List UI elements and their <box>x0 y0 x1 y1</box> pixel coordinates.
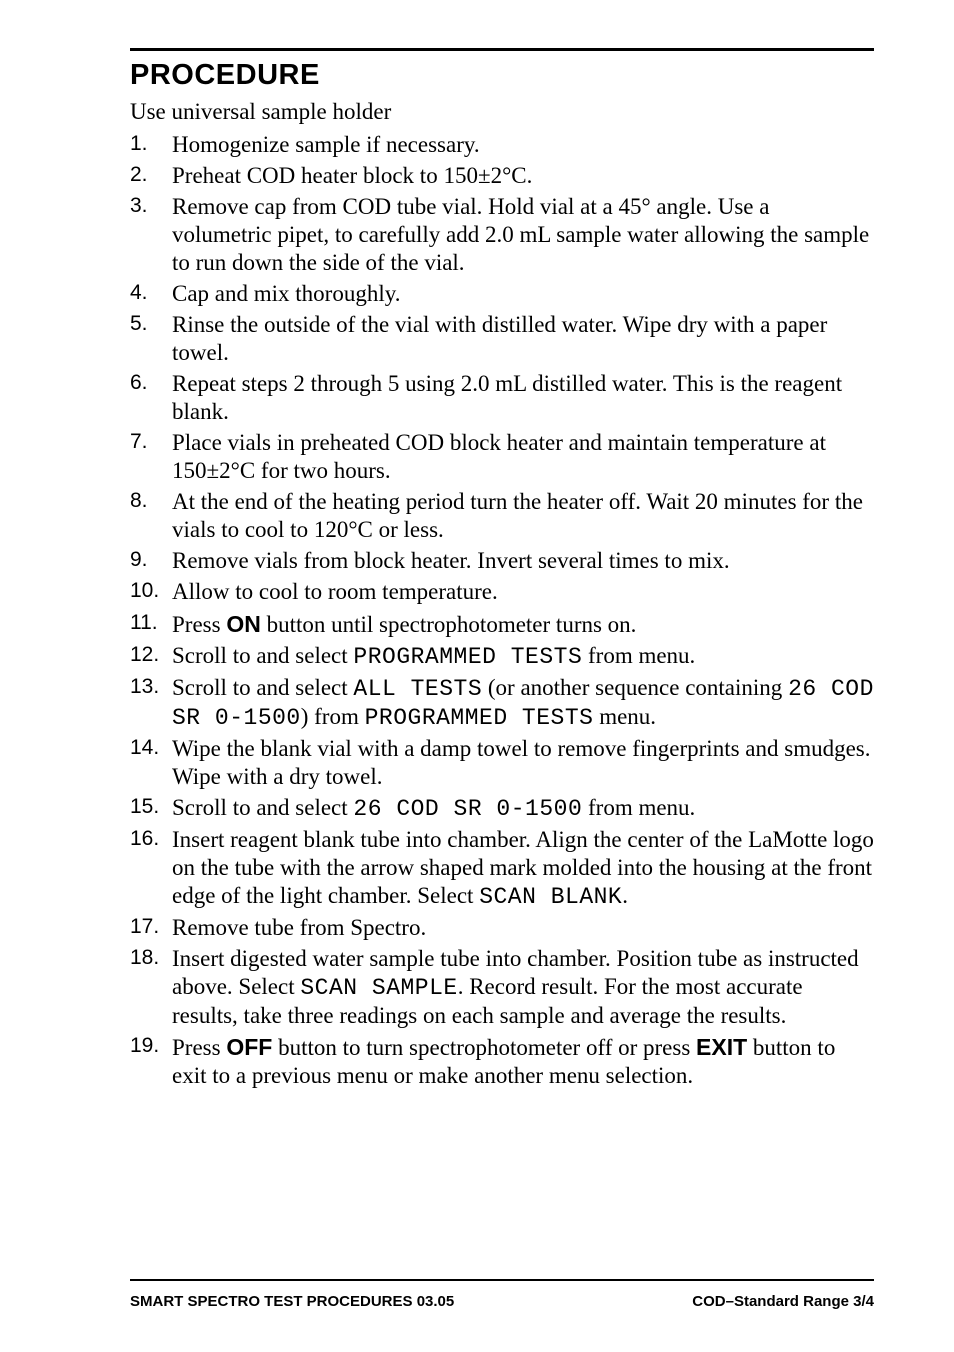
step-text: Remove vials from block heater. Invert s… <box>172 548 730 573</box>
step-number: 9. <box>130 547 148 573</box>
step-number: 2. <box>130 162 148 188</box>
step-text: Wipe the blank vial with a damp towel to… <box>172 736 871 789</box>
step-text: Preheat COD heater block to 150±2°C. <box>172 163 532 188</box>
step-text: Remove cap from COD tube vial. Hold vial… <box>172 194 869 275</box>
step-item: 3. Remove cap from COD tube vial. Hold vi… <box>130 193 874 277</box>
step-text: Remove tube from Spectro. <box>172 915 426 940</box>
step-item: 9. Remove vials from block heater. Invert… <box>130 547 874 575</box>
intro-text: Use universal sample holder <box>130 98 874 127</box>
step-text: Homogenize sample if necessary. <box>172 132 480 157</box>
step-text: Scroll to and select ALL TESTS (or anoth… <box>172 675 874 729</box>
footer-rule <box>130 1279 874 1281</box>
step-number: 3. <box>130 193 148 219</box>
step-number: 7. <box>130 429 148 455</box>
step-number: 16. <box>130 826 159 852</box>
step-number: 8. <box>130 488 148 514</box>
footer-row: SMART SPECTRO TEST PROCEDURES 03.05 COD–… <box>130 1293 874 1310</box>
step-number: 15. <box>130 794 159 820</box>
page-footer: SMART SPECTRO TEST PROCEDURES 03.05 COD–… <box>130 1279 874 1310</box>
step-text: Allow to cool to room temperature. <box>172 579 498 604</box>
step-number: 17. <box>130 914 159 940</box>
step-number: 18. <box>130 945 159 971</box>
step-text: At the end of the heating period turn th… <box>172 489 863 542</box>
page: PROCEDURE Use universal sample holder 1.… <box>0 0 954 1352</box>
step-item: 16. Insert reagent blank tube into chambe… <box>130 826 874 911</box>
step-item: 19. Press OFF button to turn spectrophoto… <box>130 1033 874 1090</box>
procedure-steps: 1. Homogenize sample if necessary. 2. Prehe… <box>130 131 874 1091</box>
step-text: Cap and mix thoroughly. <box>172 281 400 306</box>
step-number: 14. <box>130 735 159 761</box>
step-item: 7. Place vials in preheated COD block hea… <box>130 429 874 485</box>
step-item: 4. Cap and mix thoroughly. <box>130 280 874 308</box>
step-item: 11. Press ON button until spectrophotomet… <box>130 610 874 639</box>
step-number: 1. <box>130 131 148 157</box>
step-item: 17. Remove tube from Spectro. <box>130 914 874 942</box>
step-item: 8. At the end of the heating period turn … <box>130 488 874 544</box>
step-number: 12. <box>130 642 159 668</box>
step-item: 14. Wipe the blank vial with a damp towel… <box>130 735 874 791</box>
step-text: Place vials in preheated COD block heate… <box>172 430 826 483</box>
step-item: 2. Preheat COD heater block to 150±2°C. <box>130 162 874 190</box>
step-item: 10. Allow to cool to room temperature. <box>130 578 874 606</box>
step-text: Scroll to and select PROGRAMMED TESTS fr… <box>172 643 695 668</box>
step-number: 19. <box>130 1033 159 1059</box>
procedure-heading: PROCEDURE <box>130 59 874 92</box>
step-item: 15. Scroll to and select 26 COD SR 0-1500… <box>130 794 874 823</box>
step-text: Scroll to and select 26 COD SR 0-1500 fr… <box>172 795 695 820</box>
step-text: Insert digested water sample tube into c… <box>172 946 859 1028</box>
step-text: Press ON button until spectrophotometer … <box>172 612 636 637</box>
step-text: Repeat steps 2 through 5 using 2.0 mL di… <box>172 371 842 424</box>
step-number: 10. <box>130 578 159 604</box>
step-number: 5. <box>130 311 148 337</box>
step-item: 6. Repeat steps 2 through 5 using 2.0 mL … <box>130 370 874 426</box>
step-number: 6. <box>130 370 148 396</box>
step-item: 13. Scroll to and select ALL TESTS (or an… <box>130 674 874 732</box>
step-item: 12. Scroll to and select PROGRAMMED TESTS… <box>130 642 874 671</box>
step-text: Insert reagent blank tube into chamber. … <box>172 827 874 908</box>
step-item: 5. Rinse the outside of the vial with dis… <box>130 311 874 367</box>
step-text: Rinse the outside of the vial with disti… <box>172 312 827 365</box>
step-number: 4. <box>130 280 148 306</box>
step-item: 18. Insert digested water sample tube int… <box>130 945 874 1030</box>
step-item: 1. Homogenize sample if necessary. <box>130 131 874 159</box>
top-rule <box>130 48 874 51</box>
step-text: Press OFF button to turn spectrophotomet… <box>172 1035 835 1088</box>
step-number: 11. <box>130 610 158 636</box>
footer-left: SMART SPECTRO TEST PROCEDURES 03.05 <box>130 1293 454 1310</box>
step-number: 13. <box>130 674 159 700</box>
footer-right: COD–Standard Range 3/4 <box>692 1293 874 1310</box>
